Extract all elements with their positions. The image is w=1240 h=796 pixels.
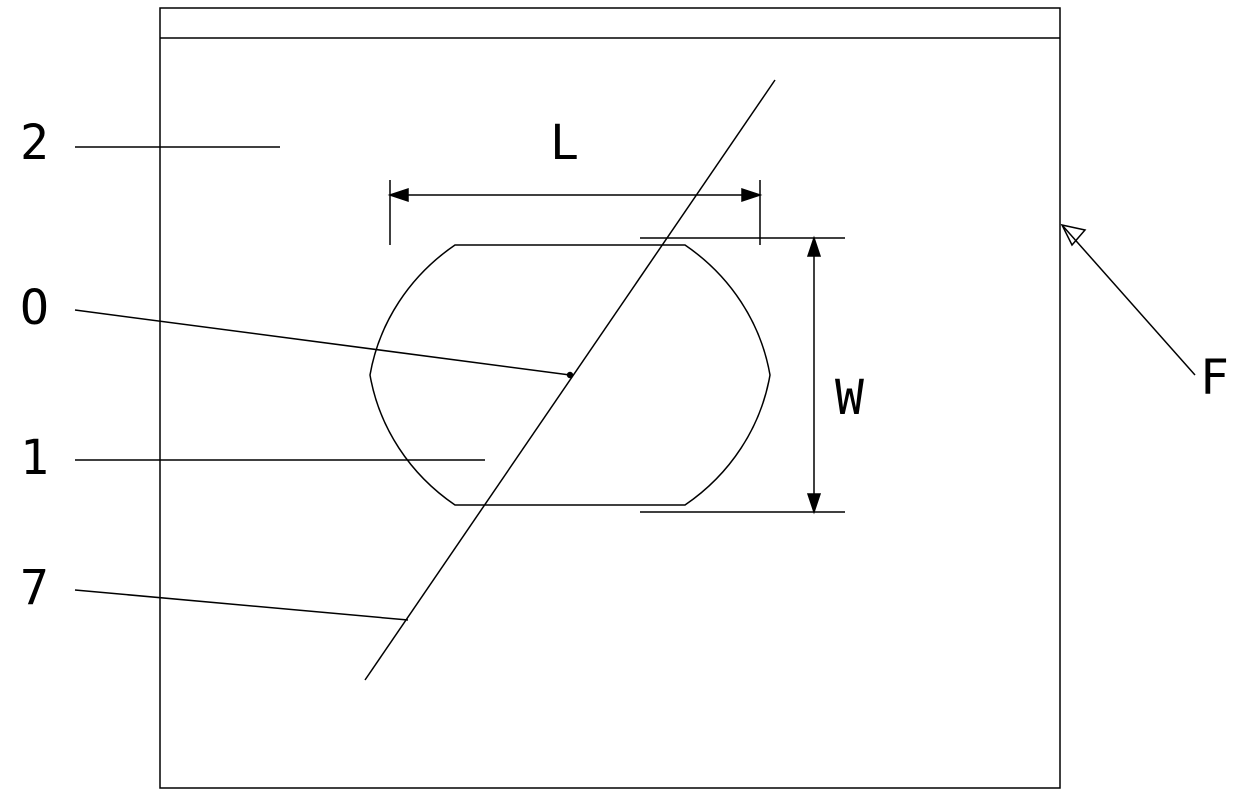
label-O: O [20,280,51,336]
diagram-svg [0,0,1240,796]
label-7: 7 [20,560,51,616]
F-leader [1062,225,1195,375]
label-W: W [835,370,866,426]
dim-W-arrow-top [808,238,820,256]
dim-L-arrow-right [742,189,760,201]
label-L: L [550,115,581,171]
label-F: F [1200,350,1231,406]
label-1: 1 [20,430,51,486]
dim-L-arrow-left [390,189,408,201]
leader-7 [75,590,408,620]
leader-O [75,310,570,375]
dim-W-arrow-bottom [808,494,820,512]
label-2: 2 [20,115,51,171]
outer-rect [160,8,1060,788]
